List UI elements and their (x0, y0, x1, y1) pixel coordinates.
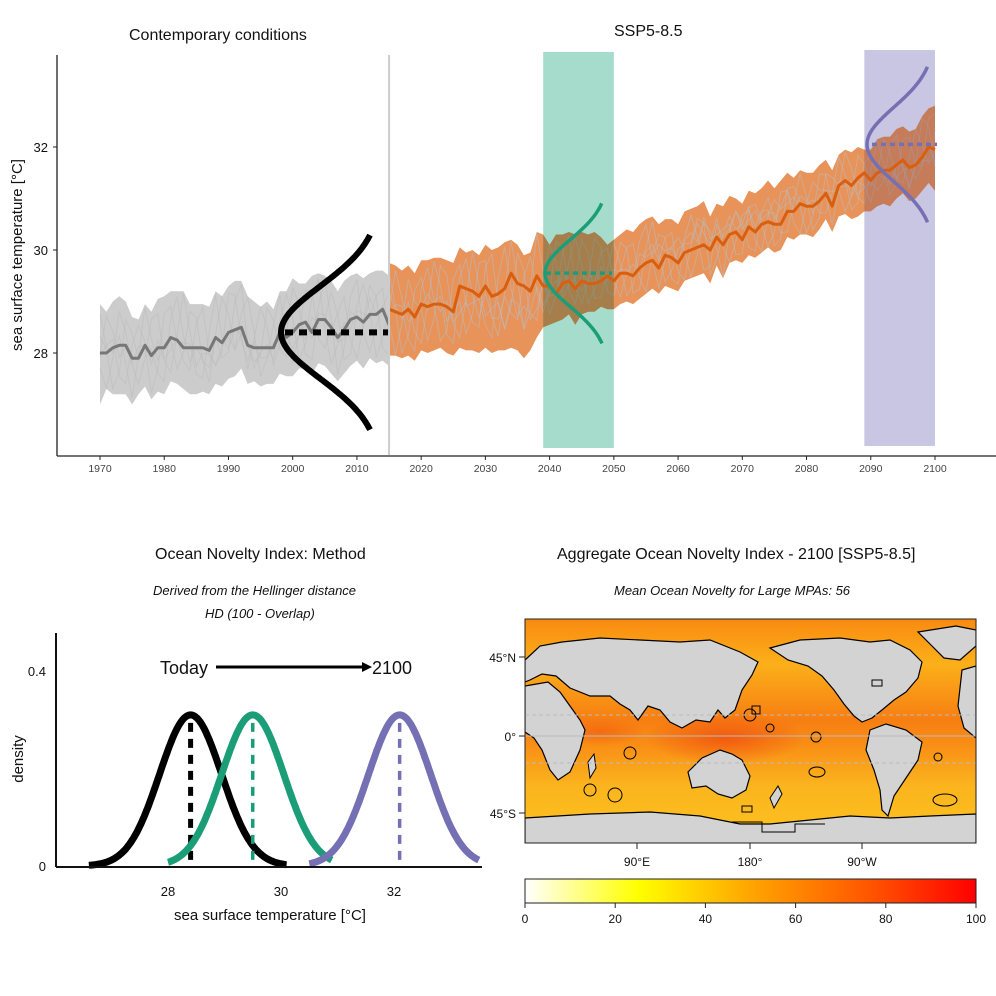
today-distribution-curve (278, 233, 373, 432)
method-subtitle-2: HD (100 - Overlap) (205, 606, 315, 621)
map-title: Aggregate Ocean Novelty Index - 2100 [SS… (557, 546, 916, 563)
y-tick-label: 32 (34, 140, 48, 155)
annotation-today: Today (160, 658, 208, 678)
land-new-zealand (769, 785, 783, 810)
x-tick-label: 2010 (345, 463, 369, 475)
density-curve-0 (88, 711, 287, 869)
density-curves (88, 711, 481, 869)
member-lines (99, 113, 936, 398)
land-greenland (916, 625, 976, 661)
panel-title-ssp585: SSP5-8.5 (614, 23, 683, 40)
x-tick-label: 2060 (666, 463, 690, 475)
annotation-2100: 2100 (372, 658, 412, 678)
density-curve-2 (308, 711, 481, 868)
window-overlay-mid-century (543, 232, 614, 328)
axes: 28 30 32 1970 1980 1990 2000 2010 2020 2030 2040 20… (34, 55, 996, 475)
map-axes: 45°N 0° 45°S 90°E 180° 90°W (489, 651, 877, 869)
x-tick-label: 1970 (88, 463, 112, 475)
future-member-line (388, 113, 936, 345)
x-tick-label: 32 (387, 884, 401, 899)
land-west-edge (957, 665, 976, 739)
mean-lines (100, 145, 936, 360)
colorbar-tick-label: 40 (699, 912, 713, 926)
y-tick-label: 0 (39, 859, 46, 874)
lat-tick-label: 45°N (489, 651, 516, 665)
x-tick-label: 2000 (281, 463, 305, 475)
timeseries-chart: 28 30 32 1970 1980 1990 2000 2010 2020 2030 2040 20… (9, 50, 996, 475)
lon-tick-label: 180° (738, 855, 763, 869)
x-tick-label: 2030 (474, 463, 498, 475)
x-tick-label: 1990 (217, 463, 241, 475)
lat-tick-label: 45°S (490, 807, 516, 821)
y-tick-label: 30 (34, 243, 48, 258)
land-africa (525, 681, 586, 781)
future-mean-line (388, 145, 936, 319)
x-tick-label: 30 (274, 884, 288, 899)
colorbar-tick-label: 100 (966, 912, 986, 926)
method-chart: Today 2100 0 0.4 28 30 32 density sea surfac… (10, 633, 482, 924)
land-madagascar (587, 752, 597, 780)
land-south-america (865, 723, 923, 818)
future-member-line (388, 136, 936, 356)
land-australia (687, 749, 751, 799)
novelty-map: 45°N 0° 45°S 90°E 180° 90°W 0 20 40 60 80 100 (489, 618, 986, 926)
panel-title-contemporary: Contemporary conditions (129, 27, 307, 44)
distribution-curves (278, 66, 937, 432)
colorbar-tick-label: 60 (789, 912, 803, 926)
density-curve-1 (167, 711, 334, 866)
land-eurasia (525, 637, 759, 729)
end-century-distribution-curve (865, 66, 930, 223)
axes: 0 0.4 28 30 32 (28, 633, 482, 899)
y-axis-label: sea surface temperature [°C] (9, 159, 26, 351)
method-subtitle-1: Derived from the Hellinger distance (153, 583, 357, 598)
x-tick-label: 2080 (795, 463, 819, 475)
map-subtitle: Mean Ocean Novelty for Large MPAs: 56 (614, 583, 851, 598)
x-tick-label: 2100 (923, 463, 947, 475)
future-band (389, 105, 935, 361)
x-tick-label: 28 (161, 884, 175, 899)
mpa-outlines (583, 679, 958, 833)
y-axis-label: density (10, 735, 27, 783)
lon-tick-label: 90°E (624, 855, 650, 869)
lon-tick-label: 90°W (847, 855, 877, 869)
colorbar-tick-label: 0 (522, 912, 529, 926)
x-tick-label: 2070 (731, 463, 755, 475)
land-antarctica (525, 811, 976, 843)
land-north-america (768, 637, 923, 723)
lat-tick-label: 0° (505, 730, 517, 744)
colorbar-tick-label: 80 (879, 912, 893, 926)
x-tick-label: 2020 (409, 463, 433, 475)
y-tick-label: 0.4 (28, 664, 46, 679)
colorbar-ticks: 0 20 40 60 80 100 (522, 903, 986, 926)
historical-member-line (99, 287, 390, 387)
window-overlay-end-century (864, 105, 935, 212)
x-tick-label: 2090 (859, 463, 883, 475)
arrow-head-icon (362, 662, 372, 672)
historical-member-line (99, 284, 390, 398)
y-tick-label: 28 (34, 346, 48, 361)
window-overlays (543, 105, 935, 328)
method-title: Ocean Novelty Index: Method (155, 546, 366, 563)
historical-member-line (99, 279, 390, 393)
colorbar-tick-label: 20 (609, 912, 623, 926)
x-axis-label: sea surface temperature [°C] (174, 907, 366, 924)
mid-century-distribution-curve (543, 202, 604, 345)
x-tick-label: 2050 (602, 463, 626, 475)
x-tick-label: 1980 (153, 463, 177, 475)
future-member-line (388, 116, 936, 353)
historical-mean-line (100, 307, 391, 360)
colorbar (524, 878, 977, 904)
window-end-century (864, 50, 935, 446)
x-tick-label: 2040 (538, 463, 562, 475)
